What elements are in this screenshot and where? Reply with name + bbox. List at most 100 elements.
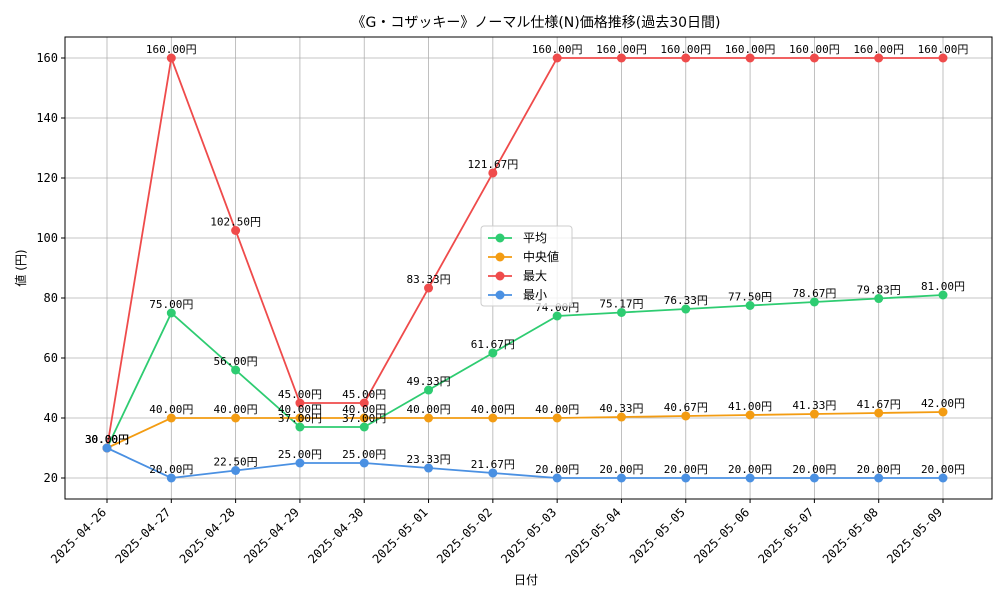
x-tick-label: 2025-04-27	[112, 505, 173, 566]
data-label: 160.00円	[789, 43, 840, 56]
y-tick-label: 120	[36, 171, 58, 185]
legend-entry: 中央値	[523, 249, 559, 264]
y-tick-label: 80	[44, 291, 58, 305]
data-label: 30.00円	[85, 433, 129, 446]
data-point	[359, 413, 369, 423]
data-point	[424, 283, 434, 293]
data-point	[552, 311, 562, 321]
data-point	[552, 53, 562, 63]
x-tick-label: 2025-05-09	[884, 505, 945, 566]
data-point	[874, 473, 884, 483]
data-label: 22.50円	[214, 456, 258, 469]
x-tick-label: 2025-04-30	[305, 505, 366, 566]
data-label: 45.00円	[342, 388, 386, 401]
data-label: 41.00円	[728, 400, 772, 413]
data-label: 20.00円	[921, 463, 965, 476]
data-point	[166, 53, 176, 63]
data-label: 20.00円	[728, 463, 772, 476]
data-label: 20.00円	[535, 463, 579, 476]
data-label: 40.00円	[342, 403, 386, 416]
data-point	[938, 407, 948, 417]
data-label: 78.67円	[792, 287, 836, 300]
data-point	[616, 412, 626, 422]
data-point	[552, 413, 562, 423]
data-point	[231, 365, 241, 375]
data-point	[231, 466, 241, 475]
data-label: 41.67円	[857, 398, 901, 411]
data-label: 20.00円	[664, 463, 708, 476]
data-point	[424, 413, 434, 423]
x-tick-label: 2025-05-06	[691, 505, 752, 566]
data-point	[295, 398, 305, 408]
data-point	[231, 226, 241, 235]
x-tick-label: 2025-05-05	[627, 505, 688, 566]
data-label: 23.33円	[406, 453, 450, 466]
data-label: 75.17円	[599, 297, 643, 310]
data-label: 77.50円	[728, 291, 772, 304]
legend-entry: 平均	[523, 231, 547, 245]
legend-box	[480, 225, 573, 307]
data-label: 75.00円	[149, 298, 193, 311]
data-label: 42.00円	[921, 397, 965, 410]
data-point	[809, 297, 819, 307]
data-label: 160.00円	[918, 43, 969, 56]
series-layer	[102, 53, 948, 483]
data-label: 83.33円	[406, 273, 450, 286]
series-line-3	[106, 447, 943, 479]
legend-swatch-marker	[495, 271, 505, 281]
data-label: 20.00円	[599, 463, 643, 476]
data-point	[745, 53, 755, 63]
data-point	[616, 473, 626, 483]
data-label: 40.00円	[471, 403, 515, 416]
y-tick-label: 40	[44, 411, 58, 425]
data-point	[809, 53, 819, 63]
data-label: 40.00円	[535, 403, 579, 416]
data-point	[295, 458, 305, 468]
x-tick-label: 2025-05-04	[563, 505, 624, 566]
data-label: 40.00円	[214, 403, 258, 416]
data-label: 21.67円	[471, 458, 515, 471]
chart-title: 《G・コザッキー》ノーマル仕様(N)価格推移(過去30日間)	[352, 15, 721, 31]
data-label: 40.33円	[599, 402, 643, 415]
data-label: 160.00円	[660, 43, 711, 56]
data-label: 25.00円	[342, 448, 386, 461]
legend-swatch-marker	[495, 252, 505, 262]
data-point	[488, 413, 498, 423]
data-point	[681, 411, 691, 421]
data-point	[616, 53, 626, 63]
data-label: 30.00円	[85, 433, 129, 446]
data-point	[809, 409, 819, 419]
data-label: 45.00円	[278, 388, 322, 401]
data-point	[424, 385, 434, 395]
legend-entry: 最大	[523, 269, 547, 283]
x-tick-label: 2025-05-01	[370, 505, 431, 566]
data-point	[359, 398, 369, 408]
data-label: 25.00円	[278, 448, 322, 461]
data-label: 40.00円	[149, 403, 193, 416]
data-point	[359, 458, 369, 468]
data-label: 40.00円	[406, 403, 450, 416]
series-line-1	[106, 411, 944, 449]
data-label-layer: 30.00円 75.00円 56.00円 37.00円 37.00円 49.33円 61.6…	[85, 43, 968, 476]
legend-swatch-marker	[495, 233, 505, 243]
data-point	[874, 294, 884, 304]
data-label: 61.67円	[471, 338, 515, 351]
data-label: 20.00円	[857, 463, 901, 476]
legend-entry: 最小	[523, 288, 547, 302]
data-point	[488, 468, 498, 478]
data-label: 37.00円	[342, 412, 386, 425]
data-point	[231, 413, 241, 423]
data-label: 30.00円	[85, 433, 129, 446]
data-label: 79.83円	[857, 284, 901, 297]
data-point	[166, 308, 176, 318]
data-label: 41.33円	[792, 399, 836, 412]
data-point	[745, 301, 755, 310]
data-point	[295, 413, 305, 423]
y-axis-label: 値 (円)	[13, 249, 28, 286]
data-label: 40.00円	[278, 403, 322, 416]
x-tick-label: 2025-05-08	[820, 505, 881, 566]
data-point	[166, 473, 176, 483]
